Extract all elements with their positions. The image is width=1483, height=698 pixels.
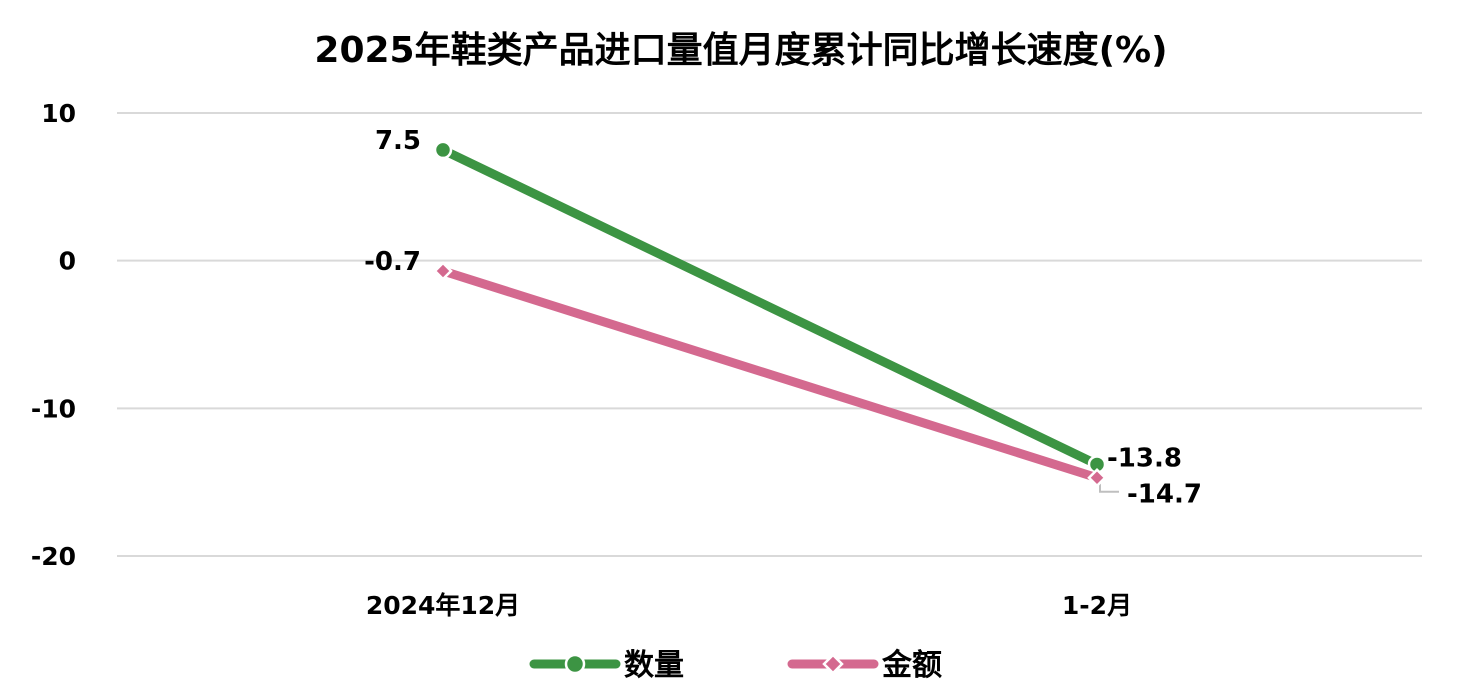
- y-tick-label: -20: [31, 542, 76, 571]
- x-tick-label: 2024年12月: [366, 591, 520, 620]
- series: [433, 140, 1107, 488]
- label-leader-line: [1099, 483, 1119, 493]
- gridlines: [117, 112, 1422, 557]
- data-point: [433, 261, 453, 281]
- data-point: [433, 140, 453, 160]
- legend-item: 金额: [787, 648, 942, 683]
- legend: 数量 金额: [529, 648, 942, 683]
- series-line: [438, 145, 1102, 469]
- x-axis-ticks: 2024年12月 1-2月: [366, 591, 1132, 620]
- legend-label: 数量: [624, 648, 684, 683]
- series-line: [438, 266, 1102, 483]
- data-label: -13.8: [1107, 443, 1182, 473]
- data-point: [822, 653, 844, 675]
- legend-item: 数量: [529, 648, 684, 683]
- y-axis-ticks: 10 0 -10 -20: [31, 99, 76, 571]
- data-label: 7.5: [375, 126, 421, 156]
- chart-title: 2025年鞋类产品进口量值月度累计同比增长速度(%): [314, 30, 1167, 71]
- y-tick-label: 10: [41, 99, 76, 128]
- data-point: [1087, 467, 1107, 488]
- data-labels: 7.5 -13.8 -0.7 -14.7: [364, 126, 1202, 510]
- data-point: [564, 653, 586, 675]
- legend-label: 金额: [881, 648, 942, 683]
- data-label: -0.7: [364, 247, 421, 277]
- y-tick-label: 0: [59, 247, 76, 276]
- leader-lines: [1099, 483, 1119, 493]
- data-label: -14.7: [1127, 480, 1202, 510]
- y-tick-label: -10: [31, 394, 76, 423]
- x-tick-label: 1-2月: [1062, 591, 1132, 620]
